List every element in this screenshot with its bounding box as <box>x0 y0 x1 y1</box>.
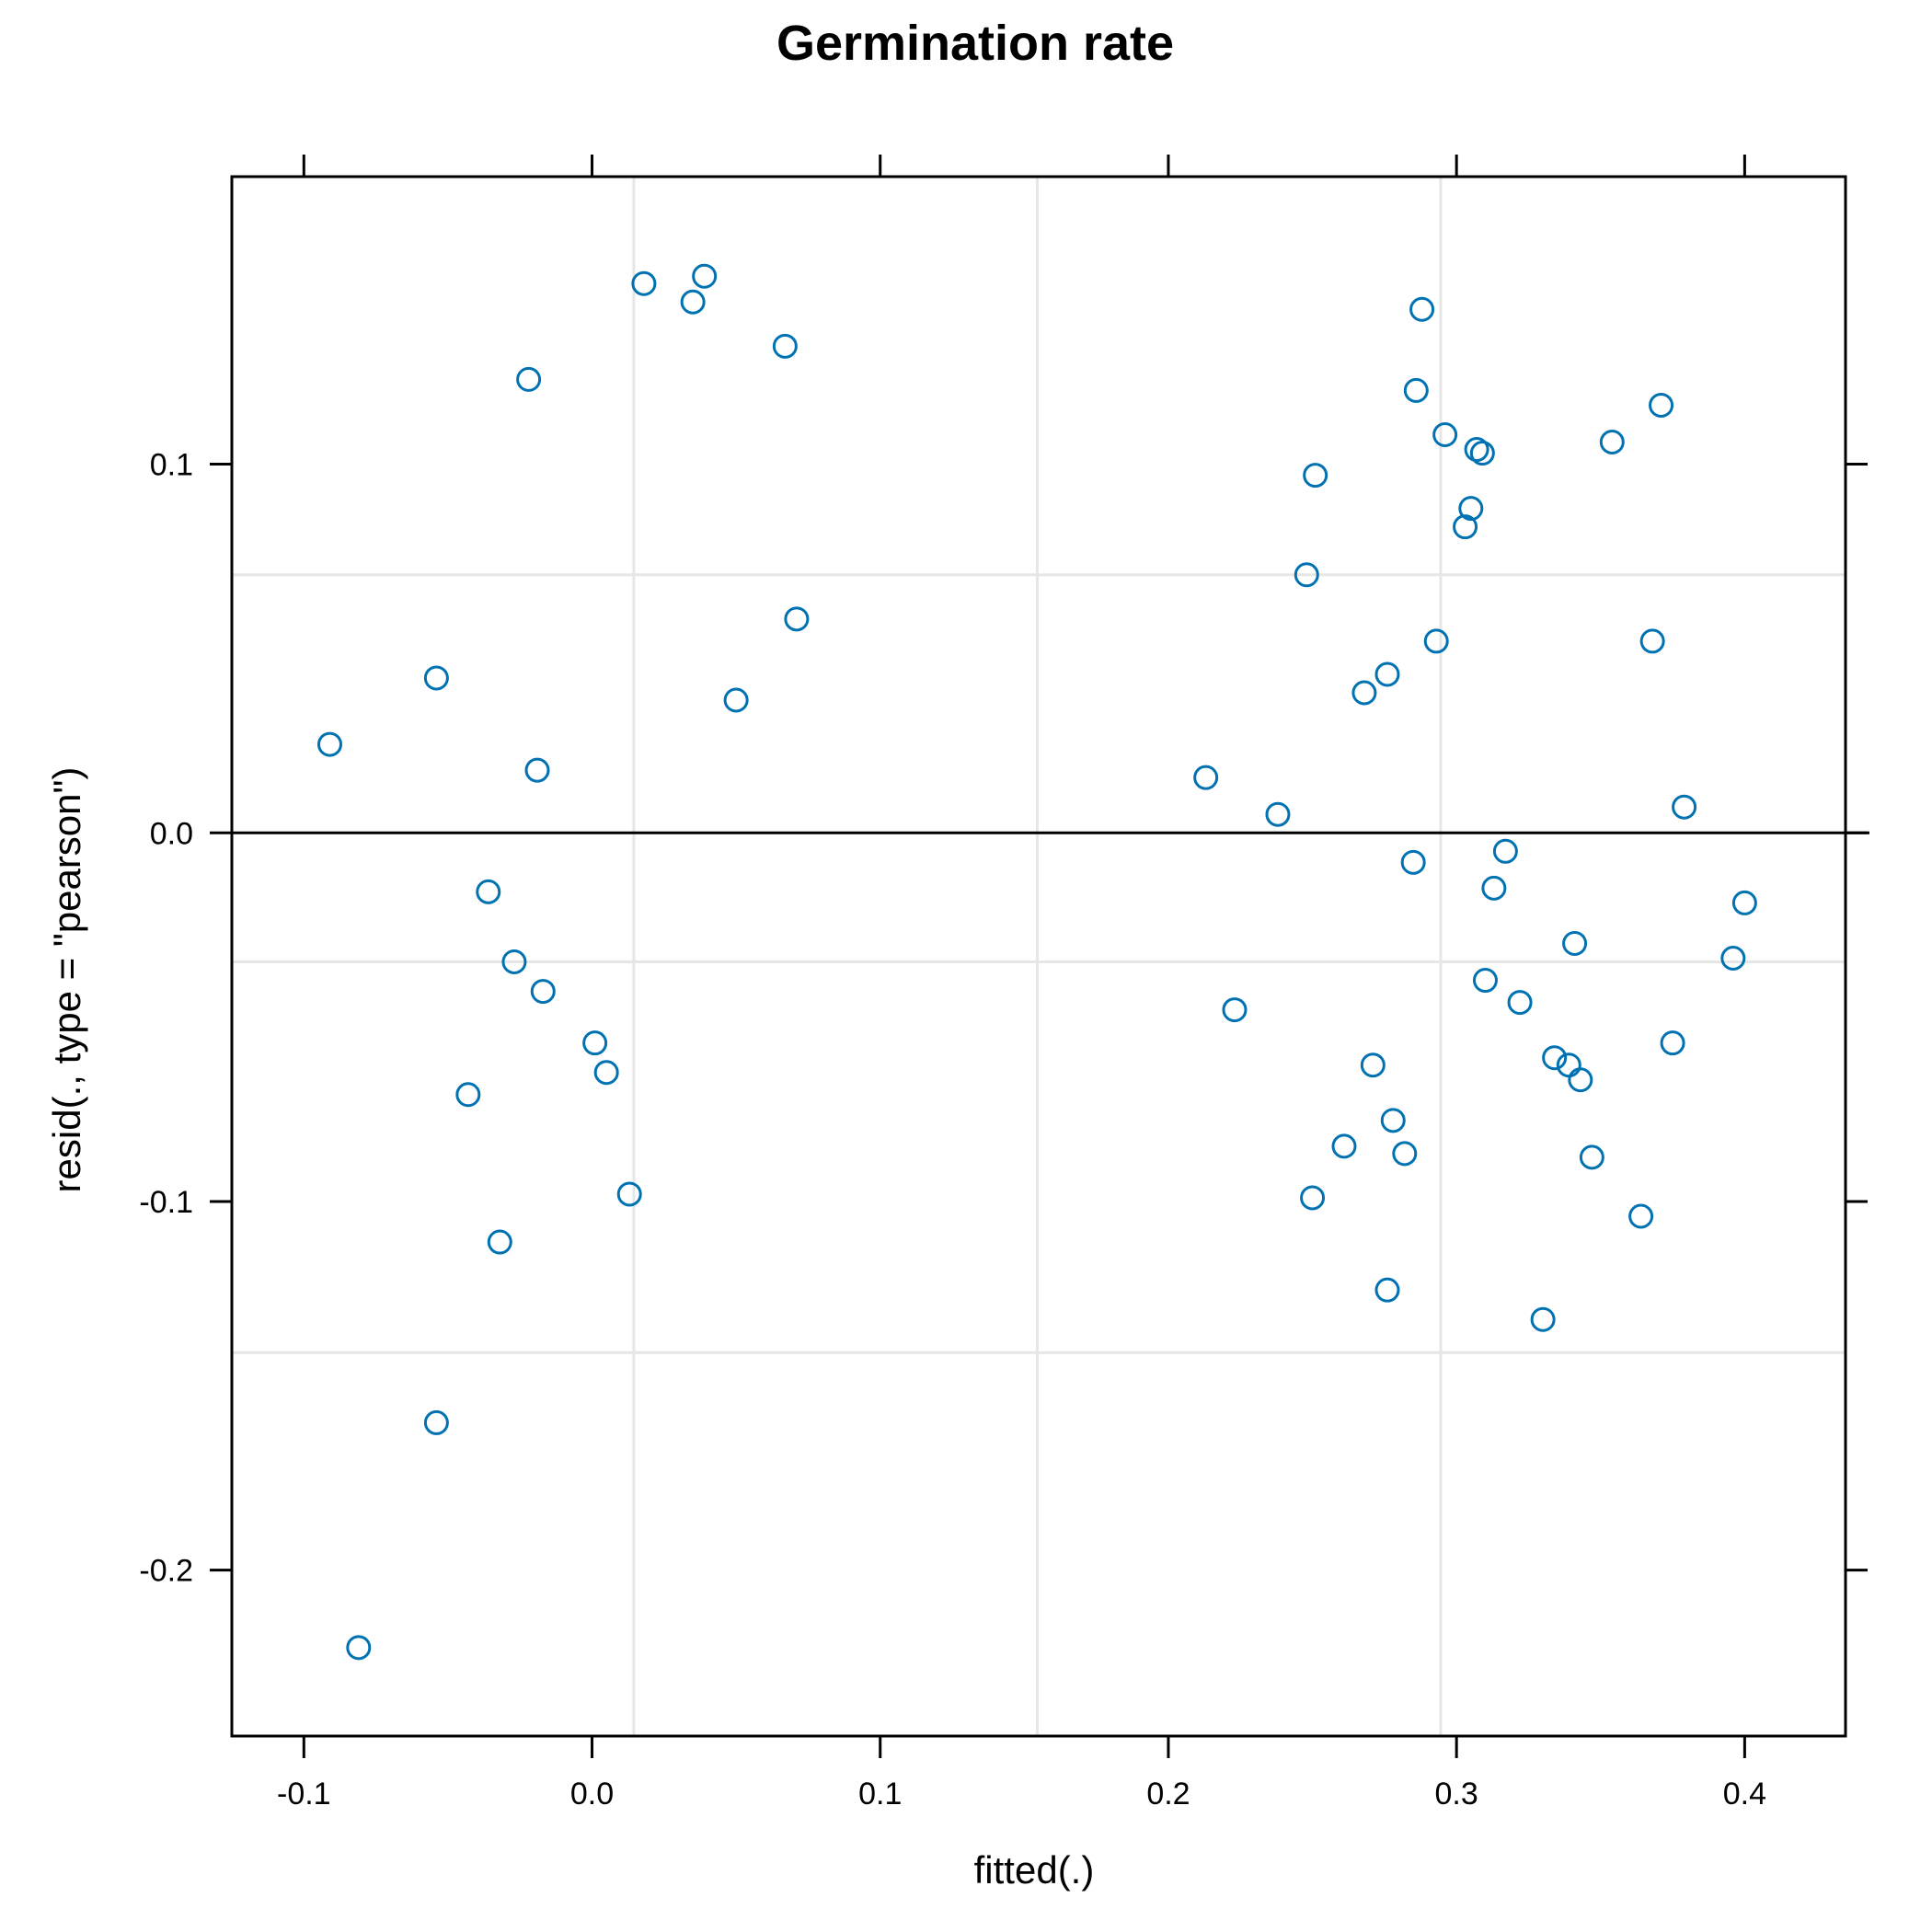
data-point-54 <box>1639 628 1665 654</box>
x-tick-label-4: 0.3 <box>1435 1777 1478 1811</box>
data-point-58 <box>1720 946 1746 972</box>
grid-lines <box>232 177 1846 1736</box>
axes: -0.1 0.0 0.1 0.2 0.3 0.4 -0.2 -0.1 0.0 0.1 <box>139 155 1868 1811</box>
data-point-34 <box>1403 377 1429 403</box>
y-tick-label-3: 0.1 <box>150 448 193 483</box>
plot-frame <box>230 175 1847 1738</box>
data-point-49 <box>1562 930 1588 956</box>
data-point-47 <box>1542 1045 1568 1071</box>
data-point-53 <box>1628 1203 1654 1229</box>
data-point-22 <box>1265 801 1291 827</box>
data-point-18 <box>772 333 798 359</box>
data-point-7 <box>501 949 527 975</box>
data-point-14 <box>631 270 657 296</box>
data-point-16 <box>692 263 718 289</box>
x-tick-label-1: 0.0 <box>570 1777 614 1811</box>
y-tick-label-2: 0.0 <box>150 816 193 851</box>
data-point-13 <box>616 1181 642 1207</box>
data-point-40 <box>1464 437 1489 463</box>
data-point-59 <box>1731 890 1757 915</box>
data-point-15 <box>680 289 706 315</box>
data-point-25 <box>1303 463 1328 489</box>
data-point-4 <box>455 1082 481 1108</box>
data-point-55 <box>1649 392 1674 418</box>
x-tick-label-3: 0.2 <box>1146 1777 1190 1811</box>
data-point-20 <box>1193 765 1219 790</box>
data-point-23 <box>1294 562 1319 588</box>
data-point-11 <box>582 1030 608 1056</box>
data-point-56 <box>1660 1030 1685 1056</box>
data-point-2 <box>423 665 449 691</box>
data-point-29 <box>1374 661 1400 687</box>
data-point-3 <box>423 1409 449 1435</box>
x-tick-label-0: -0.1 <box>277 1777 331 1811</box>
data-point-36 <box>1423 628 1449 654</box>
data-point-57 <box>1672 794 1697 820</box>
data-point-0 <box>316 731 342 757</box>
data-point-39 <box>1458 496 1484 522</box>
data-point-50 <box>1568 1067 1593 1093</box>
data-point-37 <box>1432 421 1458 447</box>
data-point-51 <box>1579 1144 1604 1170</box>
y-tick-label-1: -0.1 <box>139 1185 193 1220</box>
data-point-32 <box>1392 1141 1418 1167</box>
data-point-42 <box>1472 968 1498 994</box>
data-point-9 <box>524 757 550 783</box>
x-tick-label-2: 0.1 <box>858 1777 902 1811</box>
data-point-35 <box>1409 296 1435 322</box>
data-point-6 <box>487 1229 512 1255</box>
y-tick-label-0: -0.2 <box>139 1554 193 1589</box>
data-point-41 <box>1469 441 1495 466</box>
data-point-1 <box>346 1635 372 1661</box>
data-point-33 <box>1400 849 1426 875</box>
data-point-31 <box>1380 1108 1406 1133</box>
data-point-28 <box>1360 1052 1386 1078</box>
data-point-19 <box>784 606 810 632</box>
data-point-5 <box>476 879 501 904</box>
data-point-17 <box>723 687 749 713</box>
data-point-21 <box>1222 997 1248 1023</box>
y-axis-label: resid(., type = "pearson") <box>45 767 88 1193</box>
data-point-52 <box>1599 430 1625 455</box>
data-point-38 <box>1453 514 1478 540</box>
chart-title: Germination rate <box>776 16 1174 71</box>
data-point-10 <box>530 979 556 1005</box>
x-tick-label-5: 0.4 <box>1723 1777 1766 1811</box>
data-point-26 <box>1331 1133 1357 1159</box>
data-point-45 <box>1507 990 1533 1016</box>
data-point-8 <box>516 366 542 392</box>
data-point-24 <box>1300 1185 1326 1211</box>
data-point-44 <box>1492 838 1518 864</box>
x-axis-label: fitted(.) <box>974 1848 1095 1892</box>
data-points <box>316 263 1757 1661</box>
data-point-27 <box>1351 680 1377 706</box>
data-point-30 <box>1374 1277 1400 1303</box>
data-point-43 <box>1481 875 1507 901</box>
data-point-12 <box>593 1060 619 1086</box>
data-point-46 <box>1530 1306 1556 1332</box>
